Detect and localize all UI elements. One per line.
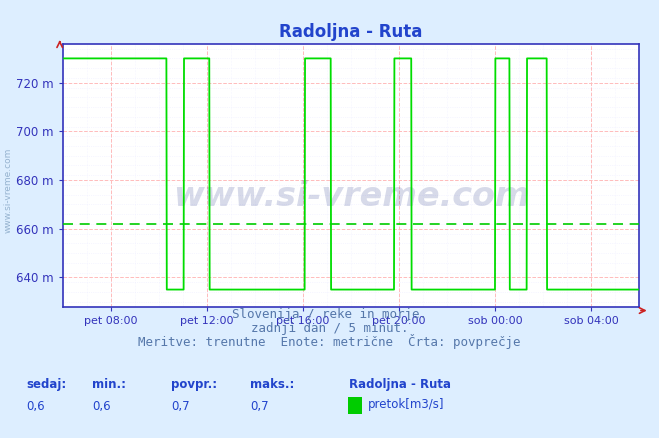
Text: 0,6: 0,6 [26, 399, 45, 413]
Text: 0,7: 0,7 [171, 399, 190, 413]
Text: 0,6: 0,6 [92, 399, 111, 413]
Text: www.si-vreme.com: www.si-vreme.com [173, 180, 529, 213]
Text: zadnji dan / 5 minut.: zadnji dan / 5 minut. [251, 322, 408, 335]
Text: Radoljna - Ruta: Radoljna - Ruta [349, 378, 451, 391]
Text: www.si-vreme.com: www.si-vreme.com [3, 148, 13, 233]
Text: 0,7: 0,7 [250, 399, 269, 413]
Text: Slovenija / reke in morje.: Slovenija / reke in morje. [232, 307, 427, 321]
Text: maks.:: maks.: [250, 378, 295, 391]
Text: povpr.:: povpr.: [171, 378, 217, 391]
Title: Radoljna - Ruta: Radoljna - Ruta [279, 23, 422, 41]
Text: Meritve: trenutne  Enote: metrične  Črta: povprečje: Meritve: trenutne Enote: metrične Črta: … [138, 335, 521, 350]
Text: pretok[m3/s]: pretok[m3/s] [368, 398, 444, 411]
Text: sedaj:: sedaj: [26, 378, 67, 391]
Text: min.:: min.: [92, 378, 127, 391]
